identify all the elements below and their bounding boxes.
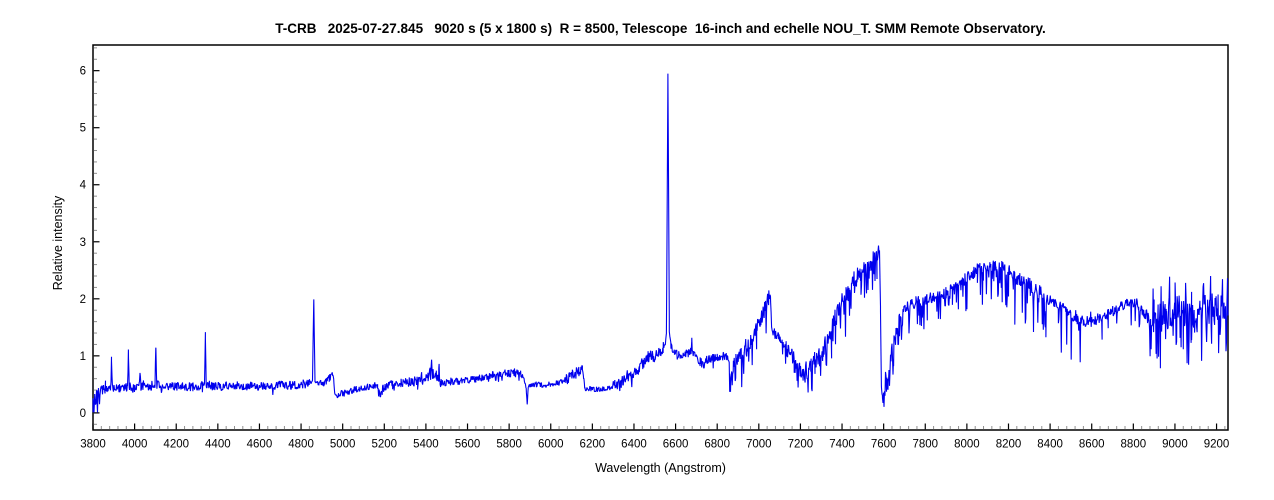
x-tick-label: 7600	[871, 439, 897, 451]
x-tick-label: 5200	[371, 439, 397, 451]
y-tick-label: 5	[80, 123, 86, 135]
x-tick-label: 4600	[247, 439, 273, 451]
x-axis-title: Wavelength (Angstrom)	[595, 461, 726, 475]
y-axis-ticks	[93, 47, 100, 425]
x-tick-label: 8000	[954, 439, 980, 451]
x-tick-label: 9200	[1204, 439, 1230, 451]
x-tick-label: 6200	[580, 439, 606, 451]
x-tick-label: 4400	[205, 439, 231, 451]
x-tick-label: 8400	[1037, 439, 1063, 451]
x-tick-label: 6800	[704, 439, 730, 451]
y-tick-label: 3	[80, 237, 86, 249]
plot-frame	[92, 44, 1229, 431]
spectrum-path	[92, 73, 1229, 413]
chart-title: T-CRB 2025-07-27.845 9020 s (5 x 1800 s)…	[275, 21, 1046, 36]
y-tick-label: 2	[80, 294, 86, 306]
x-tick-label: 8600	[1079, 439, 1105, 451]
x-tick-label: 5800	[496, 439, 522, 451]
x-axis-tick-labels: 3800 4000 4200 4400 4600 4800 5000 5200 5400 5600…	[80, 439, 1229, 451]
spectrum-line	[92, 73, 1229, 413]
y-tick-label: 6	[80, 66, 86, 78]
x-tick-label: 7400	[829, 439, 855, 451]
x-tick-label: 6000	[538, 439, 564, 451]
y-tick-label: 4	[80, 180, 87, 192]
axes-box	[92, 44, 1229, 431]
x-tick-label: 7000	[746, 439, 772, 451]
x-tick-label: 5000	[330, 439, 356, 451]
x-tick-label: 7800	[912, 439, 938, 451]
x-tick-label: 3800	[80, 439, 106, 451]
x-tick-label: 4000	[122, 439, 148, 451]
x-tick-label: 9000	[1162, 439, 1188, 451]
x-axis-ticks	[92, 423, 1226, 430]
y-tick-label: 1	[80, 351, 86, 363]
x-tick-label: 4800	[288, 439, 314, 451]
x-tick-label: 5400	[413, 439, 439, 451]
x-tick-label: 8800	[1121, 439, 1147, 451]
x-tick-label: 7200	[788, 439, 814, 451]
x-tick-label: 4200	[163, 439, 189, 451]
x-tick-label: 5600	[455, 439, 481, 451]
y-axis-tick-labels: 0 1 2 3 4 5 6	[80, 66, 87, 420]
x-tick-label: 8200	[996, 439, 1022, 451]
x-tick-label: 6400	[621, 439, 647, 451]
y-tick-label: 0	[80, 408, 86, 420]
x-tick-label: 6600	[663, 439, 689, 451]
